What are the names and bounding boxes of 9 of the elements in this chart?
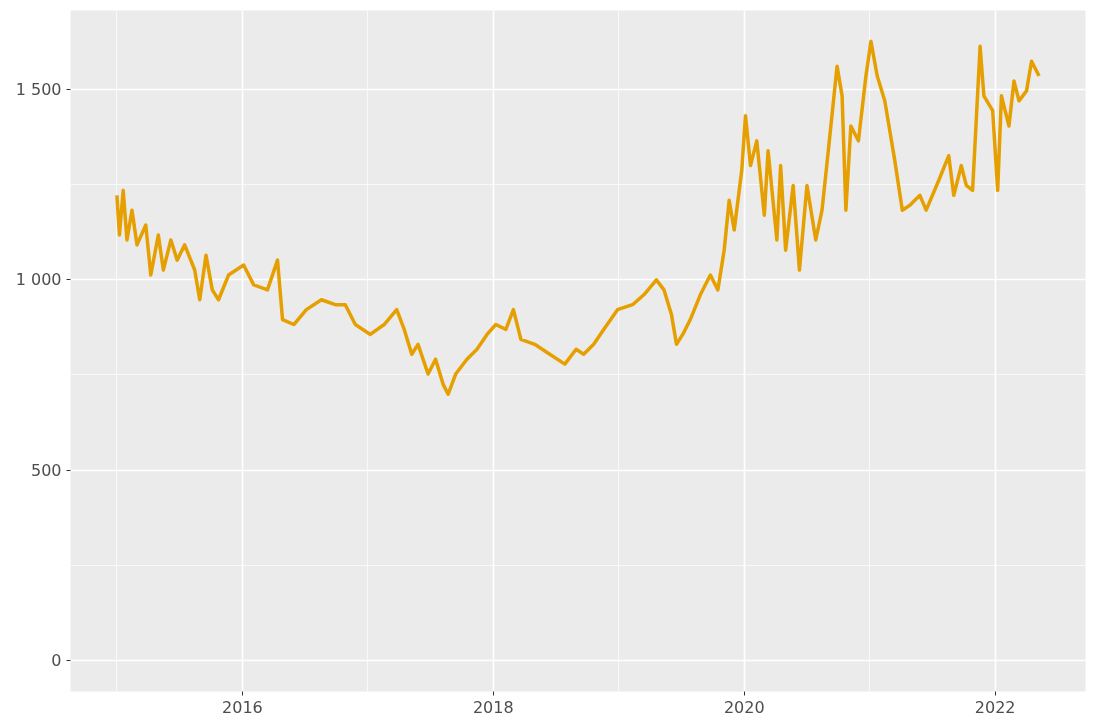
y-tick-label: 0: [51, 651, 62, 671]
x-tick-label: 2018: [472, 697, 514, 717]
x-tick-label: 2022: [974, 697, 1016, 717]
line-series: [115, 39, 1041, 396]
y-tick-label: 500: [30, 460, 62, 480]
x-tick-label: 2016: [222, 697, 263, 717]
x-tick-label: 2020: [723, 697, 765, 717]
y-tick-label: 1 000: [15, 270, 62, 290]
y-tick-label: 1 500: [15, 79, 62, 99]
